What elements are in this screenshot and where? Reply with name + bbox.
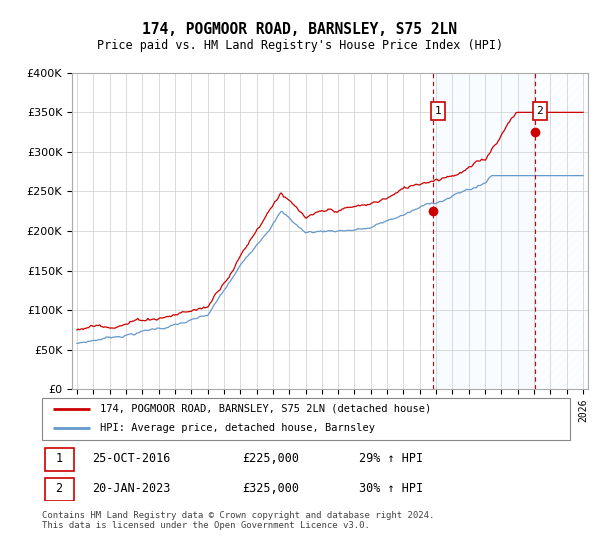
Text: 174, POGMOOR ROAD, BARNSLEY, S75 2LN: 174, POGMOOR ROAD, BARNSLEY, S75 2LN xyxy=(143,22,458,38)
Text: 2: 2 xyxy=(536,106,543,116)
Text: 25-OCT-2016: 25-OCT-2016 xyxy=(92,452,170,465)
Text: Contains HM Land Registry data © Crown copyright and database right 2024.
This d: Contains HM Land Registry data © Crown c… xyxy=(42,511,434,530)
FancyBboxPatch shape xyxy=(44,448,74,471)
Text: 174, POGMOOR ROAD, BARNSLEY, S75 2LN (detached house): 174, POGMOOR ROAD, BARNSLEY, S75 2LN (de… xyxy=(100,404,431,414)
Text: 2: 2 xyxy=(56,482,63,495)
Text: HPI: Average price, detached house, Barnsley: HPI: Average price, detached house, Barn… xyxy=(100,423,375,433)
Text: 20-JAN-2023: 20-JAN-2023 xyxy=(92,482,170,495)
Text: £325,000: £325,000 xyxy=(242,482,299,495)
Bar xyxy=(535,73,591,389)
FancyBboxPatch shape xyxy=(42,398,570,440)
Text: £225,000: £225,000 xyxy=(242,452,299,465)
Text: Price paid vs. HM Land Registry's House Price Index (HPI): Price paid vs. HM Land Registry's House … xyxy=(97,39,503,52)
FancyBboxPatch shape xyxy=(44,478,74,501)
Text: 1: 1 xyxy=(435,106,442,116)
Bar xyxy=(433,73,535,389)
Text: 30% ↑ HPI: 30% ↑ HPI xyxy=(359,482,423,495)
Text: 29% ↑ HPI: 29% ↑ HPI xyxy=(359,452,423,465)
Text: 1: 1 xyxy=(56,452,63,465)
